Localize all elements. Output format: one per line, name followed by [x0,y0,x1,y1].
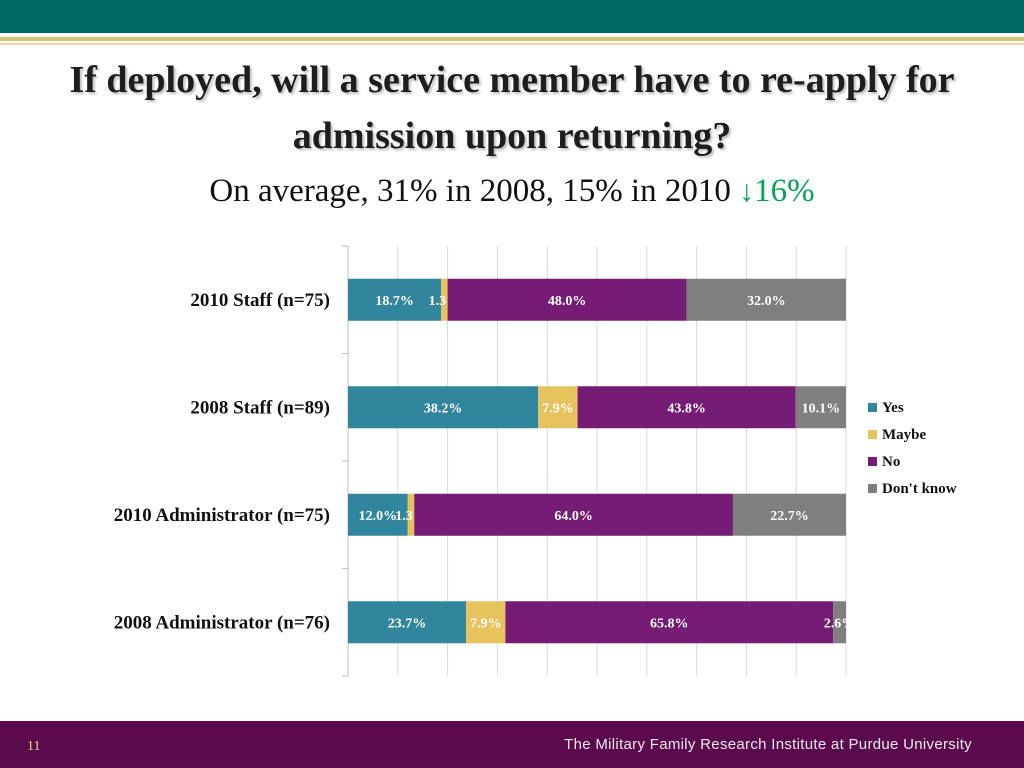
slide-subtitle: On average, 31% in 2008, 15% in 2010 ↓16… [0,168,1024,215]
bar-segment [686,278,846,321]
data-label: 18.7% [375,294,414,309]
data-label: 2.6% [824,616,856,631]
bar-segment [447,278,687,321]
bar-segment [795,386,846,429]
down-arrow-icon: ↓ [739,175,755,208]
data-label: 23.7% [388,616,427,631]
legend-label: No [882,454,900,470]
category-label: 2010 Staff (n=75) [190,290,330,311]
legend-label: Yes [882,400,904,416]
data-label: 7.9% [470,616,502,631]
category-label: 2008 Staff (n=89) [190,397,330,418]
legend-label: Don't know [882,481,957,497]
bar-segment [414,493,733,536]
header-band [0,0,1024,33]
data-label: 7.9% [542,401,574,416]
bar-segment [833,601,846,644]
legend-label: Maybe [882,427,927,443]
category-label: 2010 Administrator (n=75) [114,505,330,526]
bar-segment [466,601,506,644]
data-label: 10.1% [802,401,841,416]
bar-segment [348,278,442,321]
bar-segment [441,278,448,321]
header-accent-line [0,37,1024,41]
bar-segment [505,601,834,644]
header-accent-line-thin [0,43,1024,45]
bar-segment [348,386,539,429]
data-label: 38.2% [424,401,463,416]
legend-swatch [868,484,877,493]
data-label: 12.0% [359,509,398,524]
bar-segment [348,601,467,644]
institute-name: The Military Family Research Institute a… [564,736,972,753]
legend-swatch [868,403,877,412]
bar-segment [732,493,846,536]
change-value: 16% [754,173,815,209]
data-label: 43.8% [667,401,706,416]
bar-segment [577,386,796,429]
category-label: 2008 Administrator (n=76) [114,612,330,633]
bar-segment [348,493,408,536]
data-label: 64.0% [554,509,593,524]
data-label: 65.8% [650,616,689,631]
stacked-bar-chart: 2010 Staff (n=75) 18.7% 1.3% 48.0% 32.0%2008… [114,245,957,677]
page-number: 11 [27,739,41,754]
data-label: 48.0% [548,294,587,309]
bar-segment [407,493,415,536]
data-label: 32.0% [747,294,786,309]
bar-segment [538,386,578,429]
data-label: 22.7% [770,509,809,524]
slide-title: If deployed, will a service member have … [69,59,955,157]
subtitle-text: On average, 31% in 2008, 15% in 2010 [209,173,731,209]
legend-swatch [868,430,877,439]
footer-band [0,721,1024,768]
legend-swatch [868,457,877,466]
